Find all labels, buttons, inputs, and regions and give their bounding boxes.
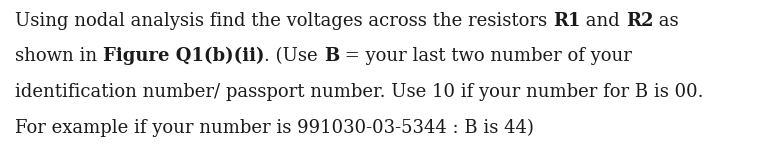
Text: Using nodal analysis find the voltages across the resistors: Using nodal analysis find the voltages a…	[15, 12, 553, 30]
Text: as: as	[654, 12, 679, 30]
Text: R1: R1	[553, 12, 580, 30]
Text: Figure Q1(b)(ii): Figure Q1(b)(ii)	[103, 47, 264, 65]
Text: identification number/ passport number. Use 10 if your number for B is 00.: identification number/ passport number. …	[15, 83, 703, 101]
Text: . (Use: . (Use	[264, 47, 324, 65]
Text: = your last two number of your: = your last two number of your	[339, 47, 632, 65]
Text: and: and	[580, 12, 626, 30]
Text: shown in: shown in	[15, 47, 103, 65]
Text: B: B	[324, 47, 339, 65]
Text: For example if your number is 991030-03-5344 : B is 44): For example if your number is 991030-03-…	[15, 119, 534, 137]
Text: R2: R2	[626, 12, 654, 30]
